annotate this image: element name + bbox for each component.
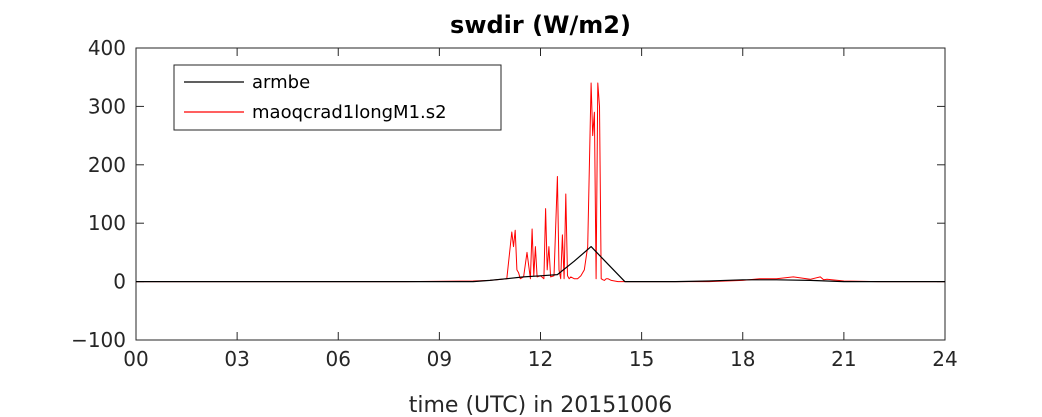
x-tick-label: 24	[932, 347, 957, 371]
chart-title: swdir (W/m2)	[450, 11, 631, 39]
y-tick-label: −100	[71, 328, 126, 352]
y-tick-label: 300	[88, 94, 126, 118]
legend-box	[173, 64, 502, 131]
legend: armbe maoqcrad1longM1.s2	[173, 64, 502, 131]
x-tick-label: 21	[831, 347, 856, 371]
series-layer	[136, 82, 945, 283]
legend-label-maoqcrad1longM1-s2: maoqcrad1longM1.s2	[252, 102, 447, 123]
y-tick-label: 200	[88, 153, 126, 177]
x-axis-label: time (UTC) in 20151006	[409, 393, 673, 417]
axis-tick-labels: 00 03 06 09 12 15 18 21 24 −100 0 100 200 300 400	[71, 36, 958, 371]
y-tick-label: 400	[88, 36, 126, 60]
x-tick-label: 06	[326, 347, 351, 371]
x-tick-label: 09	[427, 347, 452, 371]
x-tick-label: 03	[224, 347, 249, 371]
x-tick-label: 12	[528, 347, 553, 371]
legend-label-armbe: armbe	[252, 72, 310, 93]
x-tick-label: 15	[629, 347, 654, 371]
y-tick-label: 100	[88, 211, 126, 235]
series-line-armbe	[136, 246, 945, 283]
y-tick-label: 0	[113, 270, 126, 294]
x-tick-label: 00	[123, 347, 148, 371]
x-tick-label: 18	[730, 347, 755, 371]
